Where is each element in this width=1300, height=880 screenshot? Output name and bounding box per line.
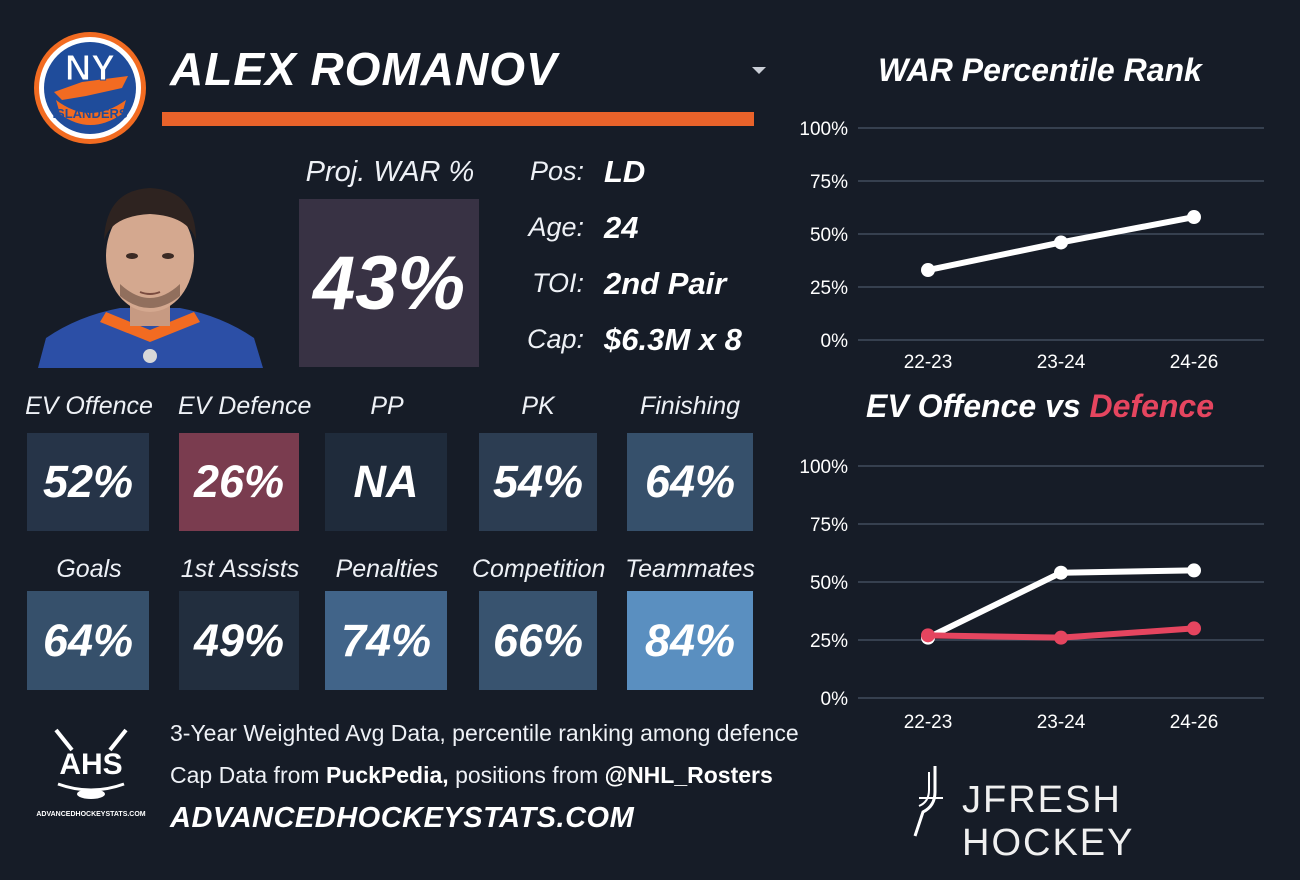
footer-sources-mid: positions from — [448, 762, 605, 788]
tile-1st-assists: 49% — [179, 591, 299, 690]
chart-title-ev: EV Offence vs Defence — [820, 388, 1260, 425]
tile-competition: 66% — [479, 591, 597, 690]
info-label-toi: TOI: — [531, 268, 584, 298]
ev-chart-series-0-line — [925, 567, 1197, 641]
war-chart-series-0-point — [921, 263, 935, 278]
tile-penalties: 74% — [325, 591, 447, 690]
proj-war-label: Proj. WAR % — [305, 156, 475, 188]
info-value-toi: 2nd Pair — [604, 266, 727, 301]
info-value-age: 24 — [604, 210, 639, 245]
svg-text:ISLANDERS: ISLANDERS — [52, 106, 127, 121]
war-chart-ytick-label: 0% — [821, 331, 849, 352]
tile-goals: 64% — [27, 591, 149, 690]
ev-chart-ytick-label: 100% — [799, 457, 848, 478]
tile-finishing: 64% — [627, 433, 753, 531]
proj-war-value: 43% — [299, 199, 479, 367]
tile-label-teammates: Teammates — [625, 555, 755, 583]
svg-text:NY: NY — [65, 47, 115, 88]
war-chart-series-0-point — [1187, 210, 1201, 225]
player-photo — [38, 188, 263, 368]
info-value-pos: LD — [604, 154, 646, 189]
tile-pp: NA — [325, 433, 447, 531]
ev-chart-xtick-label: 24-26 — [1170, 712, 1219, 733]
name-underline — [162, 112, 754, 126]
tile-label-goals: Goals — [56, 555, 122, 583]
ev-chart-xtick-label: 22-23 — [904, 712, 953, 733]
chart-title-war: WAR Percentile Rank — [878, 52, 1202, 88]
footer-sources: Cap Data from PuckPedia, positions from … — [170, 762, 773, 789]
ev-chart-series-1-point — [1054, 630, 1068, 645]
footer-sources-pre: Cap Data from — [170, 762, 326, 788]
ahs-logo-text: AHS — [59, 748, 122, 781]
tile-ev-offence: 52% — [27, 433, 149, 531]
tile-teammates: 84% — [627, 591, 753, 690]
war-chart-xtick-label: 23-24 — [1037, 352, 1086, 373]
war-chart-xtick-label: 24-26 — [1170, 352, 1219, 373]
tile-label-pk: PK — [521, 392, 555, 420]
ev-chart-series-0-point — [1054, 565, 1068, 580]
ahs-logo: AHS ADVANCEDHOCKEYSTATS.COM — [36, 728, 146, 818]
ev-chart-series-1-point — [1187, 621, 1201, 636]
chart-title-ev-part1: EV Offence vs — [865, 388, 1090, 424]
tile-label-ev-defence: EV Defence — [178, 392, 312, 420]
ev-chart-ytick-label: 25% — [810, 631, 848, 652]
war-chart-ytick-label: 75% — [810, 172, 848, 193]
tile-ev-defence: 26% — [179, 433, 299, 531]
ev-chart-ytick-label: 75% — [810, 515, 848, 536]
war-chart-xtick-label: 22-23 — [904, 352, 953, 373]
footer-note: 3-Year Weighted Avg Data, percentile ran… — [170, 720, 799, 746]
info-label-pos: Pos: — [529, 156, 584, 186]
war-chart-ytick-label: 25% — [810, 278, 848, 299]
jfresh-icon — [913, 766, 943, 837]
ev-offence-defence-chart: 0% 25% 50% 75% 100% 22-23 23-24 24-26 — [799, 457, 1264, 733]
ev-chart-series-1-point — [921, 628, 935, 643]
tile-label-penalties: Penalties — [335, 555, 439, 583]
chevron-down-icon[interactable] — [750, 64, 768, 76]
tile-label-finishing: Finishing — [639, 392, 741, 420]
nhl-rosters-link[interactable]: @NHL_Rosters — [604, 762, 773, 788]
ev-chart-xtick-label: 23-24 — [1037, 712, 1086, 733]
brand-name: JFRESH HOCKEY — [962, 779, 1135, 864]
ev-chart-series-0-point — [1187, 563, 1201, 578]
war-chart-ytick-label: 100% — [799, 119, 848, 140]
ev-chart-ytick-label: 50% — [810, 573, 848, 594]
tile-label-1st-assists: 1st Assists — [180, 555, 300, 583]
ev-chart-ytick-label: 0% — [821, 689, 849, 710]
tile-label-ev-offence: EV Offence — [25, 392, 153, 420]
team-logo: NY ISLANDERS — [34, 32, 146, 144]
puckpedia-link[interactable]: PuckPedia, — [325, 762, 449, 788]
info-label-age: Age: — [528, 212, 584, 242]
tile-pk: 54% — [479, 433, 597, 531]
tile-label-competition: Competition — [472, 555, 606, 583]
player-name: ALEX ROMANOV — [170, 43, 558, 95]
chart-title-ev-part2: Defence — [1089, 388, 1215, 424]
war-percentile-chart: 0% 25% 50% 75% 100% 22-23 23-24 24-26 — [799, 119, 1264, 373]
info-value-cap: $6.3M x 8 — [604, 322, 742, 357]
ahs-logo-sub: ADVANCEDHOCKEYSTATS.COM — [36, 811, 145, 818]
war-chart-series-0-point — [1054, 235, 1068, 250]
info-label-cap: Cap: — [526, 324, 584, 354]
war-chart-ytick-label: 50% — [810, 225, 848, 246]
site-link[interactable]: ADVANCEDHOCKEYSTATS.COM — [170, 802, 635, 834]
tile-label-pp: PP — [370, 392, 404, 420]
